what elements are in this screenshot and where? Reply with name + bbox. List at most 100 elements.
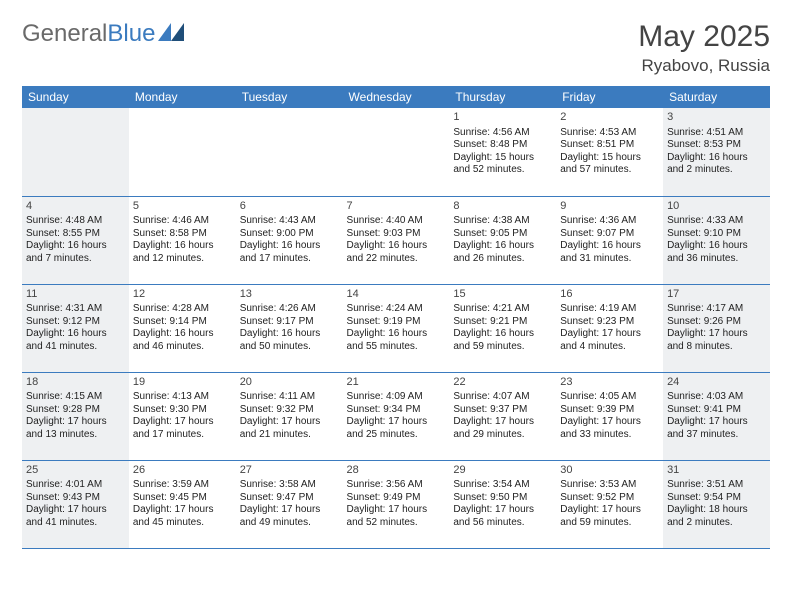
day-number: 18 [26, 376, 125, 390]
daylight-text: Daylight: 16 hours [133, 240, 232, 253]
daylight-text: Daylight: 17 hours [240, 416, 339, 429]
sunset-text: Sunset: 9:21 PM [453, 316, 552, 329]
calendar-cell: 10Sunrise: 4:33 AMSunset: 9:10 PMDayligh… [663, 196, 770, 284]
daylight-text: Daylight: 16 hours [347, 240, 446, 253]
calendar-row: 4Sunrise: 4:48 AMSunset: 8:55 PMDaylight… [22, 196, 770, 284]
daylight-text: Daylight: 17 hours [347, 504, 446, 517]
daylight-text: Daylight: 17 hours [133, 504, 232, 517]
weekday-header: Sunday [22, 86, 129, 108]
calendar-cell [236, 108, 343, 196]
sunrise-text: Sunrise: 4:36 AM [560, 215, 659, 228]
daylight-text: and 46 minutes. [133, 341, 232, 354]
sunrise-text: Sunrise: 4:24 AM [347, 303, 446, 316]
daylight-text: Daylight: 17 hours [26, 416, 125, 429]
daylight-text: and 4 minutes. [560, 341, 659, 354]
month-title: May 2025 [638, 20, 770, 54]
daylight-text: Daylight: 17 hours [453, 416, 552, 429]
sunrise-text: Sunrise: 4:09 AM [347, 391, 446, 404]
calendar-row: 1Sunrise: 4:56 AMSunset: 8:48 PMDaylight… [22, 108, 770, 196]
sunset-text: Sunset: 8:48 PM [453, 139, 552, 152]
day-number: 14 [347, 288, 446, 302]
daylight-text: Daylight: 17 hours [26, 504, 125, 517]
daylight-text: and 26 minutes. [453, 253, 552, 266]
daylight-text: and 41 minutes. [26, 341, 125, 354]
daylight-text: Daylight: 16 hours [240, 240, 339, 253]
sunrise-text: Sunrise: 4:28 AM [133, 303, 232, 316]
sunset-text: Sunset: 9:49 PM [347, 492, 446, 505]
sunset-text: Sunset: 9:34 PM [347, 404, 446, 417]
day-number: 29 [453, 464, 552, 478]
calendar-row: 11Sunrise: 4:31 AMSunset: 9:12 PMDayligh… [22, 284, 770, 372]
day-number: 27 [240, 464, 339, 478]
daylight-text: Daylight: 16 hours [560, 240, 659, 253]
sunrise-text: Sunrise: 4:51 AM [667, 127, 766, 140]
sunset-text: Sunset: 9:17 PM [240, 316, 339, 329]
day-number: 2 [560, 111, 659, 125]
day-number: 31 [667, 464, 766, 478]
sunset-text: Sunset: 9:37 PM [453, 404, 552, 417]
day-number: 22 [453, 376, 552, 390]
weekday-header: Monday [129, 86, 236, 108]
calendar-cell: 5Sunrise: 4:46 AMSunset: 8:58 PMDaylight… [129, 196, 236, 284]
daylight-text: Daylight: 17 hours [453, 504, 552, 517]
day-number: 1 [453, 111, 552, 125]
day-number: 19 [133, 376, 232, 390]
day-number: 9 [560, 200, 659, 214]
sunset-text: Sunset: 9:03 PM [347, 228, 446, 241]
sunset-text: Sunset: 9:19 PM [347, 316, 446, 329]
calendar-cell: 26Sunrise: 3:59 AMSunset: 9:45 PMDayligh… [129, 460, 236, 548]
sunset-text: Sunset: 9:05 PM [453, 228, 552, 241]
sunrise-text: Sunrise: 4:48 AM [26, 215, 125, 228]
calendar-body: 1Sunrise: 4:56 AMSunset: 8:48 PMDaylight… [22, 108, 770, 548]
daylight-text: Daylight: 16 hours [453, 328, 552, 341]
calendar-cell: 30Sunrise: 3:53 AMSunset: 9:52 PMDayligh… [556, 460, 663, 548]
calendar-cell: 19Sunrise: 4:13 AMSunset: 9:30 PMDayligh… [129, 372, 236, 460]
daylight-text: and 12 minutes. [133, 253, 232, 266]
sunset-text: Sunset: 9:54 PM [667, 492, 766, 505]
day-number: 11 [26, 288, 125, 302]
daylight-text: Daylight: 17 hours [347, 416, 446, 429]
daylight-text: Daylight: 15 hours [560, 152, 659, 165]
calendar-cell: 14Sunrise: 4:24 AMSunset: 9:19 PMDayligh… [343, 284, 450, 372]
daylight-text: Daylight: 16 hours [667, 152, 766, 165]
day-number: 12 [133, 288, 232, 302]
sunset-text: Sunset: 9:23 PM [560, 316, 659, 329]
sunrise-text: Sunrise: 4:26 AM [240, 303, 339, 316]
sunset-text: Sunset: 9:00 PM [240, 228, 339, 241]
daylight-text: and 25 minutes. [347, 429, 446, 442]
location: Ryabovo, Russia [638, 56, 770, 76]
daylight-text: and 50 minutes. [240, 341, 339, 354]
daylight-text: Daylight: 17 hours [667, 416, 766, 429]
calendar-cell: 4Sunrise: 4:48 AMSunset: 8:55 PMDaylight… [22, 196, 129, 284]
logo-text-1: General [22, 20, 107, 48]
daylight-text: and 21 minutes. [240, 429, 339, 442]
sunset-text: Sunset: 9:41 PM [667, 404, 766, 417]
calendar-cell [129, 108, 236, 196]
daylight-text: Daylight: 15 hours [453, 152, 552, 165]
daylight-text: and 17 minutes. [133, 429, 232, 442]
day-number: 8 [453, 200, 552, 214]
title-block: May 2025 Ryabovo, Russia [638, 20, 770, 76]
sunrise-text: Sunrise: 4:03 AM [667, 391, 766, 404]
daylight-text: Daylight: 16 hours [26, 328, 125, 341]
sunset-text: Sunset: 9:26 PM [667, 316, 766, 329]
sunrise-text: Sunrise: 4:07 AM [453, 391, 552, 404]
day-number: 25 [26, 464, 125, 478]
calendar-cell: 11Sunrise: 4:31 AMSunset: 9:12 PMDayligh… [22, 284, 129, 372]
sunset-text: Sunset: 8:51 PM [560, 139, 659, 152]
calendar-cell: 23Sunrise: 4:05 AMSunset: 9:39 PMDayligh… [556, 372, 663, 460]
calendar-cell: 1Sunrise: 4:56 AMSunset: 8:48 PMDaylight… [449, 108, 556, 196]
day-number: 3 [667, 111, 766, 125]
daylight-text: and 41 minutes. [26, 517, 125, 530]
sunrise-text: Sunrise: 4:11 AM [240, 391, 339, 404]
logo-icon [158, 20, 184, 48]
header: GeneralBlue May 2025 Ryabovo, Russia [22, 20, 770, 76]
calendar-cell: 18Sunrise: 4:15 AMSunset: 9:28 PMDayligh… [22, 372, 129, 460]
sunset-text: Sunset: 9:12 PM [26, 316, 125, 329]
sunrise-text: Sunrise: 4:05 AM [560, 391, 659, 404]
sunrise-text: Sunrise: 4:43 AM [240, 215, 339, 228]
sunset-text: Sunset: 9:07 PM [560, 228, 659, 241]
sunrise-text: Sunrise: 4:17 AM [667, 303, 766, 316]
daylight-text: and 52 minutes. [453, 164, 552, 177]
daylight-text: Daylight: 17 hours [133, 416, 232, 429]
